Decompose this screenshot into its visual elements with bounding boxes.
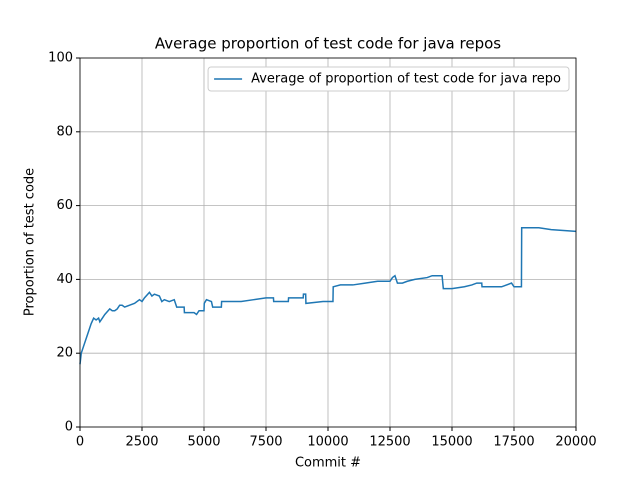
y-tick-label: 40 bbox=[56, 272, 73, 287]
x-tick-label: 5000 bbox=[187, 435, 220, 450]
y-tick-label: 20 bbox=[56, 346, 73, 361]
x-tick-label: 12500 bbox=[369, 435, 410, 450]
x-tick-label: 17500 bbox=[493, 435, 534, 450]
y-tick-label: 80 bbox=[56, 124, 73, 139]
x-tick-label: 20000 bbox=[555, 435, 596, 450]
x-axis-label: Commit # bbox=[295, 456, 361, 471]
chart-title: Average proportion of test code for java… bbox=[155, 35, 501, 53]
x-tick-label: 10000 bbox=[307, 435, 348, 450]
x-tick-label: 0 bbox=[76, 435, 84, 450]
y-axis-label: Proportion of test code bbox=[23, 168, 38, 316]
x-tick-label: 2500 bbox=[125, 435, 158, 450]
legend-label: Average of proportion of test code for j… bbox=[251, 72, 561, 87]
x-tick-label: 7500 bbox=[249, 435, 282, 450]
y-tick-label: 0 bbox=[65, 420, 73, 435]
plot-frame bbox=[79, 57, 577, 428]
y-tick-label: 100 bbox=[48, 51, 73, 66]
y-tick-label: 60 bbox=[56, 198, 73, 213]
x-tick-label: 15000 bbox=[431, 435, 472, 450]
legend-box bbox=[207, 66, 570, 92]
data-line bbox=[79, 226, 577, 365]
